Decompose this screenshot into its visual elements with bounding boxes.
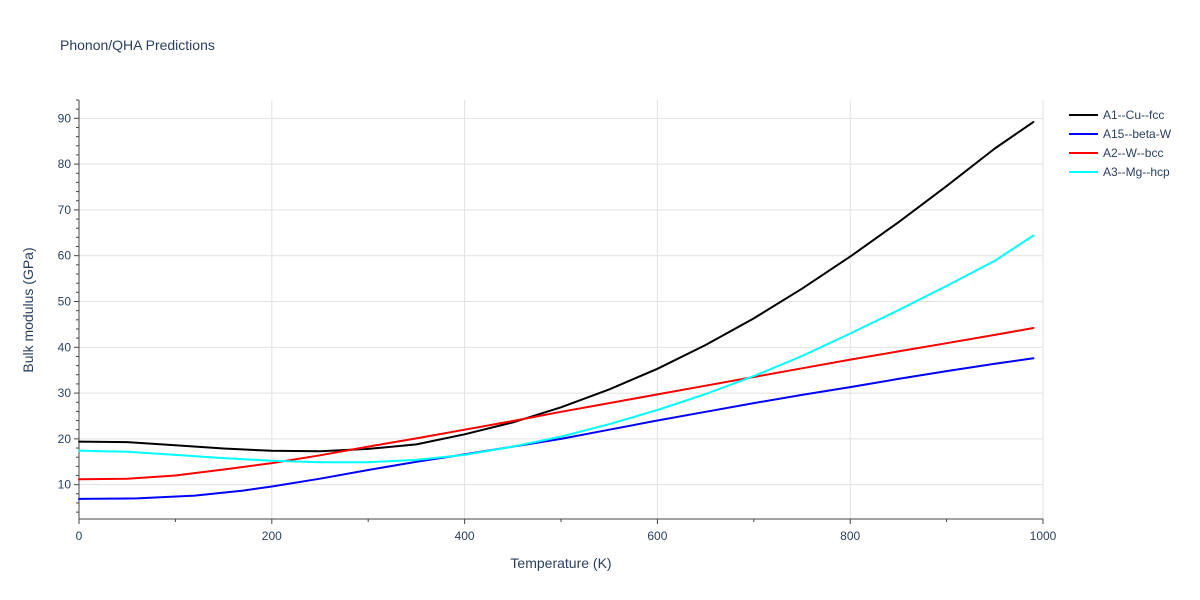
plot-area [78, 121, 1035, 500]
y-tick-label: 80 [58, 157, 72, 171]
legend-label: A3--Mg--hcp [1103, 165, 1170, 179]
x-tick-label: 0 [76, 529, 83, 543]
y-axis-title: Bulk modulus (GPa) [20, 247, 36, 372]
y-tick-label: 50 [58, 294, 72, 308]
legend-item-0[interactable]: A1--Cu--fcc [1069, 108, 1164, 122]
legend-item-3[interactable]: A3--Mg--hcp [1069, 165, 1170, 179]
x-axis-title: Temperature (K) [510, 555, 611, 571]
y-tick-label: 90 [58, 111, 72, 125]
y-tick-label: 60 [58, 249, 72, 263]
y-tick-label: 10 [58, 478, 72, 492]
chart-title: Phonon/QHA Predictions [60, 37, 215, 53]
x-tick-label: 200 [262, 529, 282, 543]
x-tick-label: 800 [840, 529, 860, 543]
series-line-1 [78, 357, 1035, 500]
series-line-2 [78, 327, 1035, 481]
y-axis-ticks: 10 20 30 40 50 60 70 80 90 [58, 99, 79, 513]
legend-label: A15--beta-W [1103, 127, 1172, 141]
legend-item-2[interactable]: A2--W--bcc [1069, 146, 1163, 160]
series-line-3 [78, 234, 1035, 464]
y-tick-label: 70 [58, 203, 72, 217]
y-tick-label: 20 [58, 432, 72, 446]
x-gridlines [271, 100, 1044, 519]
legend-label: A1--Cu--fcc [1103, 108, 1164, 122]
legend-item-1[interactable]: A15--beta-W [1069, 127, 1172, 141]
y-gridlines [79, 117, 1043, 486]
legend[interactable]: A1--Cu--fcc A15--beta-W A2--W--bcc A3--Mg--… [1069, 108, 1172, 179]
series-line-0 [78, 121, 1035, 453]
x-axis-ticks: 0 200 400 600 800 1000 [76, 519, 1057, 543]
y-tick-label: 30 [58, 386, 72, 400]
x-tick-label: 600 [647, 529, 667, 543]
x-tick-label: 400 [455, 529, 475, 543]
legend-label: A2--W--bcc [1103, 146, 1163, 160]
y-tick-label: 40 [58, 340, 72, 354]
x-tick-label: 1000 [1030, 529, 1057, 543]
